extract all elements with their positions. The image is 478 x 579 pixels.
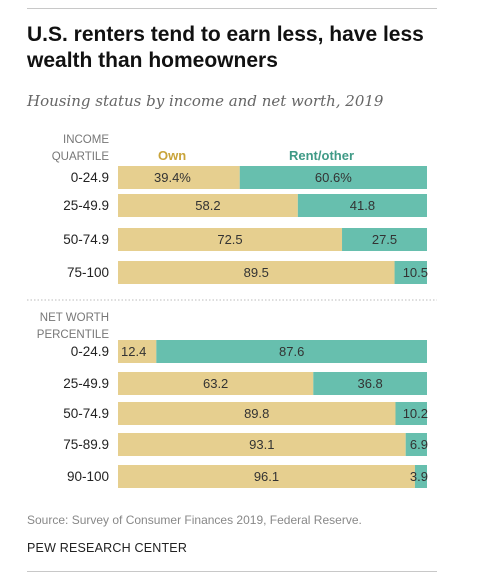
data-label-rent: 27.5 (372, 232, 397, 247)
credit-line: PEW RESEARCH CENTER (27, 541, 188, 555)
bar-rent (313, 372, 427, 395)
group-header-line: NET WORTH (40, 312, 109, 324)
category-label: 25-49.9 (63, 198, 109, 213)
bar-rent (342, 228, 427, 251)
bar-rent (395, 402, 427, 425)
data-label-rent: 6.9 (410, 437, 428, 452)
data-label-own: 93.1 (249, 437, 274, 452)
bar-own (118, 433, 406, 456)
data-label-own: 39.4% (154, 170, 191, 185)
category-label: 90-100 (67, 469, 109, 484)
chart-subtitle: Housing status by income and net worth, … (27, 92, 384, 110)
legend-own: Own (158, 148, 186, 163)
bar-own (118, 465, 415, 488)
bottom-rule (27, 571, 437, 572)
category-label: 0-24.9 (71, 344, 109, 359)
data-label-own: 58.2 (195, 198, 220, 213)
source-note: Source: Survey of Consumer Finances 2019… (27, 513, 362, 527)
group-header-line: QUARTILE (52, 151, 110, 163)
bar-own (118, 372, 314, 395)
data-label-rent: 41.8 (350, 198, 375, 213)
bar-own (118, 261, 395, 284)
category-label: 50-74.9 (63, 232, 109, 247)
bar-own (118, 402, 396, 425)
category-label: 50-74.9 (63, 406, 109, 421)
data-label-own: 89.8 (244, 406, 269, 421)
stacked-bar-chart: INCOME QUARTILE Own Rent/other 0-24.9 39.4% 60… (27, 134, 437, 488)
bar-rent (297, 194, 427, 217)
category-label: 75-89.9 (63, 437, 109, 452)
top-rule (27, 8, 437, 9)
bar-rent (156, 340, 428, 363)
category-label: 0-24.9 (71, 170, 109, 185)
data-label-own: 72.5 (217, 232, 242, 247)
bar-own (118, 228, 343, 251)
bar-rent (239, 166, 427, 189)
data-label-own: 89.5 (244, 265, 269, 280)
chart-title: U.S. renters tend to earn less, have les… (27, 23, 424, 72)
data-label-rent: 3.9 (410, 469, 428, 484)
data-label-rent: 36.8 (357, 376, 382, 391)
data-label-rent: 60.6% (315, 170, 352, 185)
data-label-own: 12.4 (121, 344, 146, 359)
data-label-rent: 10.5 (403, 265, 428, 280)
bar-rent (394, 261, 427, 284)
legend-rent: Rent/other (289, 148, 354, 163)
data-label-own: 63.2 (203, 376, 228, 391)
bar-own (118, 166, 240, 189)
group-header-line: PERCENTILE (37, 329, 110, 341)
category-label: 75-100 (67, 265, 109, 280)
bar-own (118, 340, 157, 363)
bar-rent (405, 433, 427, 456)
group-header-line: INCOME (63, 134, 109, 146)
data-label-rent: 10.2 (403, 406, 428, 421)
data-label-rent: 87.6 (279, 344, 304, 359)
bar-rent (414, 465, 427, 488)
category-label: 25-49.9 (63, 376, 109, 391)
bar-own (118, 194, 298, 217)
data-label-own: 96.1 (254, 469, 279, 484)
